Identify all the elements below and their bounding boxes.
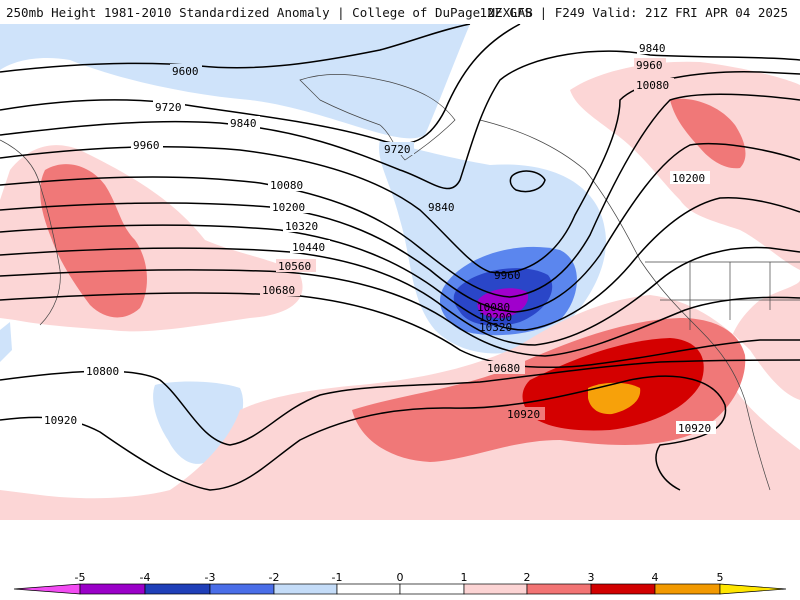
colorbar-ticks: -5 -4 -3 -2 -1 0 1 2 3 4 5 (75, 571, 724, 584)
anomaly-colorbar: -5 -4 -3 -2 -1 0 1 2 3 4 5 (13, 571, 787, 595)
state-lines (660, 262, 800, 330)
colorbar-segment (399, 583, 465, 595)
land-outline-layer (0, 74, 800, 491)
contour-9960 (0, 71, 800, 274)
pos-anomaly-asia-mid (40, 164, 147, 318)
height-contours (0, 24, 800, 491)
colorbar-segment (209, 583, 275, 595)
contour-label: 9960 (133, 139, 160, 152)
contour-label: 9600 (172, 65, 199, 78)
colorbar-tick-label: 5 (717, 571, 724, 584)
anomaly-map: 9600 9720 9840 9960 10080 10200 10320 10… (0, 24, 800, 570)
contour-9840 (0, 50, 800, 190)
colorbar-segment (79, 583, 146, 595)
colorbar-tick-label: -5 (75, 571, 86, 584)
contour-label: 10920 (44, 414, 77, 427)
contour-label: 10200 (272, 201, 305, 214)
pos-anomaly-pacific-extreme (588, 382, 641, 415)
colorbar-tick-label: 1 (461, 571, 468, 584)
colorbar-tick-label: 3 (588, 571, 595, 584)
model-run-info: 12Z GFS | F249 Valid: 21Z FRI APR 04 202… (479, 5, 788, 20)
colorbar-segment (144, 583, 211, 595)
contour-10920 (0, 375, 727, 491)
colorbar-tick-label: -3 (205, 571, 216, 584)
neg-anomaly-arctic (0, 24, 470, 139)
neg-anomaly-left-edge (0, 322, 12, 362)
header-bar: 250mb Height 1981-2010 Standardized Anom… (0, 0, 800, 24)
coastline-north-america (479, 119, 771, 491)
low-center-label: 9960 (494, 269, 521, 282)
contour-label: 9720 (155, 101, 182, 114)
contour-label: 10800 (86, 365, 119, 378)
colorbar-arrow-left (13, 583, 81, 595)
contour-9720 (0, 24, 521, 145)
contour-label: 10920 (678, 422, 711, 435)
contour-label: 10080 (636, 79, 669, 92)
colorbar-tick-label: -1 (332, 571, 343, 584)
contour-label: 10080 (270, 179, 303, 192)
colorbar-segment (526, 583, 592, 595)
contour-label: 9720 (384, 143, 411, 156)
contour-10080 (0, 93, 800, 298)
contour-10320 (0, 196, 800, 331)
contour-10680 (0, 292, 800, 369)
colorbar-tick-label: 4 (652, 571, 659, 584)
contour-label: 9840 (428, 201, 455, 214)
contour-label: 10320 (285, 220, 318, 233)
contour-10800 (0, 359, 800, 446)
low-center-label: 10320 (479, 321, 512, 334)
contour-label: 10680 (262, 284, 295, 297)
colorbar-tick-label: 2 (524, 571, 531, 584)
contour-label: 10920 (507, 408, 540, 421)
contour-10440 (0, 246, 800, 346)
contour-label: 9840 (230, 117, 257, 130)
colorbar-segment (273, 583, 338, 595)
colorbar-segment (336, 583, 401, 595)
neg-anomaly-subtropic (153, 381, 244, 464)
map-title: 250mb Height 1981-2010 Standardized Anom… (6, 5, 533, 20)
colorbar-arrow-right (719, 583, 787, 595)
low-center-label: 10080 (477, 301, 510, 314)
colorbar-tick-label: -2 (269, 571, 280, 584)
contour-label: 10680 (487, 362, 520, 375)
contour-9600 (0, 24, 471, 73)
shading-layer (0, 24, 800, 520)
low-center-label: 10200 (479, 311, 512, 324)
pos-anomaly-canada-light (570, 61, 800, 270)
contour-label: 10200 (672, 172, 705, 185)
colorbar-segment (463, 583, 528, 595)
colorbar-segment (654, 583, 721, 595)
colorbar-segments (13, 583, 787, 595)
contour-10560 (0, 269, 800, 357)
closed-low-contour (509, 170, 546, 193)
colorbar-segment (590, 583, 656, 595)
contour-10200 (0, 142, 800, 313)
pos-anomaly-canada-mid (670, 98, 746, 169)
contour-label: 10440 (292, 241, 325, 254)
coastline-east-asia (0, 139, 61, 326)
colorbar-tick-label: -4 (140, 571, 151, 584)
coastline-alaska (299, 74, 456, 161)
contour-label: 10560 (278, 260, 311, 273)
contour-label: 9960 (636, 59, 663, 72)
colorbar-tick-label: 0 (397, 571, 404, 584)
contour-labels-layer: 9600 9720 9840 9960 10080 10200 10320 10… (42, 41, 716, 435)
contour-label: 9840 (639, 42, 666, 55)
